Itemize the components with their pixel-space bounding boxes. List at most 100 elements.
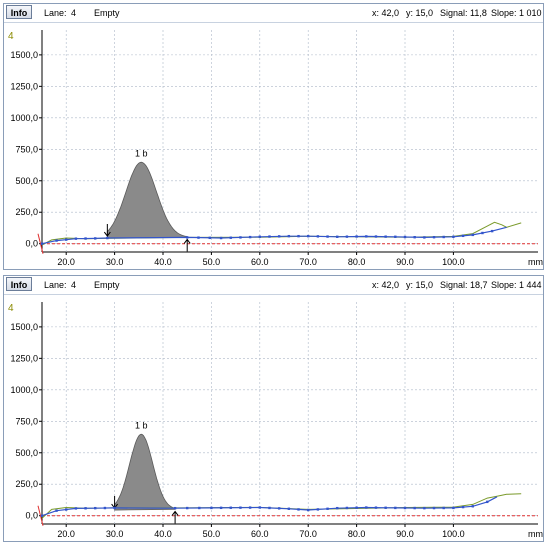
trace-marker bbox=[471, 505, 474, 508]
trace-marker bbox=[461, 505, 465, 509]
trace-marker bbox=[413, 236, 416, 239]
info-button[interactable]: Info bbox=[6, 5, 32, 19]
lane-value: 4 bbox=[71, 280, 77, 290]
trace-marker bbox=[173, 506, 177, 510]
densitometry-panel-top: Info Lane: 4 Empty x: 42,0 y: 15,0 Signa… bbox=[3, 3, 544, 270]
trace-marker bbox=[297, 508, 300, 511]
x-tick-label: 90.0 bbox=[396, 529, 414, 539]
trace-marker bbox=[248, 235, 252, 239]
peak-end-arrow bbox=[183, 238, 191, 252]
slope-readout: Slope: 1 010 bbox=[491, 8, 542, 18]
trace-marker bbox=[186, 506, 189, 510]
trace-marker bbox=[65, 238, 68, 241]
trace-marker bbox=[336, 506, 339, 510]
x-tick-label: 60.0 bbox=[251, 529, 269, 539]
lane-status: Empty bbox=[94, 8, 120, 18]
panel-header: Info Lane: 4 Empty x: 42,0 y: 15,0 Signa… bbox=[4, 4, 543, 23]
x-tick-label: 80.0 bbox=[348, 529, 366, 539]
trace-marker bbox=[374, 235, 378, 238]
trace-marker bbox=[345, 235, 349, 238]
trace-marker bbox=[208, 236, 211, 240]
trace-marker bbox=[106, 236, 109, 240]
x-axis-label: mm bbox=[528, 257, 543, 267]
trace-marker bbox=[239, 506, 242, 509]
trace-marker bbox=[40, 242, 44, 245]
slope-readout: Slope: 1 444 bbox=[491, 280, 542, 290]
y-tick-label: 1250,0 bbox=[10, 353, 38, 363]
peak-start-arrow bbox=[103, 224, 111, 237]
y-tick-label: 500,0 bbox=[15, 176, 38, 186]
densitogram-chart[interactable]: 4 0,0 250,0 500,0 750,0 1000,0 1250,0 1500,0 20.… bbox=[4, 22, 543, 269]
trace-marker bbox=[307, 508, 310, 512]
trace-marker bbox=[186, 236, 189, 239]
trace-marker bbox=[394, 506, 397, 510]
trace-marker bbox=[316, 508, 320, 511]
y-tick-label: 1500,0 bbox=[10, 322, 38, 332]
peak-end-arrow bbox=[171, 510, 179, 524]
lane-value: 4 bbox=[71, 8, 77, 18]
y-tick-label: 500,0 bbox=[15, 448, 38, 458]
trace-marker bbox=[229, 506, 232, 509]
info-button[interactable]: Info bbox=[6, 277, 32, 291]
densitogram-chart[interactable]: 4 0,0 250,0 500,0 750,0 1000,0 1250,0 1500,0 20.… bbox=[4, 294, 543, 541]
trace-marker bbox=[55, 239, 58, 242]
trace-marker bbox=[452, 235, 455, 238]
signal-readout: Signal: 11,8 bbox=[440, 8, 487, 18]
trace-marker bbox=[316, 235, 320, 238]
peak-area bbox=[114, 433, 176, 511]
trace-marker bbox=[326, 235, 329, 238]
trace-marker bbox=[229, 236, 232, 239]
x-tick-label: 40.0 bbox=[154, 529, 172, 539]
trace-marker bbox=[210, 506, 213, 510]
trace-marker bbox=[40, 514, 44, 517]
trace-marker bbox=[307, 234, 310, 238]
trace-marker bbox=[268, 235, 271, 238]
trace-marker bbox=[65, 508, 68, 511]
trace-marker bbox=[239, 236, 242, 239]
y-readout: y: 15,0 bbox=[406, 280, 434, 290]
trace-marker bbox=[297, 234, 300, 238]
trace-marker bbox=[258, 235, 261, 238]
trace-marker bbox=[94, 506, 97, 510]
trace-marker bbox=[103, 506, 107, 510]
densitometry-panel-bottom: Info Lane: 4 Empty x: 42,0 y: 15,0 Signa… bbox=[3, 275, 544, 542]
x-tick-label: 80.0 bbox=[348, 257, 366, 267]
trace-marker bbox=[113, 506, 116, 510]
trace-marker bbox=[219, 236, 223, 240]
y-tick-label: 1000,0 bbox=[10, 113, 38, 123]
trace-marker bbox=[287, 507, 291, 510]
x-tick-label: 70.0 bbox=[299, 257, 317, 267]
peak-label: 1 b bbox=[135, 149, 148, 159]
trace-marker bbox=[326, 507, 329, 510]
x-tick-label: 20.0 bbox=[57, 257, 75, 267]
y-tick-label: 1250,0 bbox=[10, 81, 38, 91]
trace-marker bbox=[55, 509, 58, 512]
trace-marker bbox=[94, 237, 97, 240]
trace-marker bbox=[403, 235, 407, 239]
x-readout: x: 42,0 bbox=[372, 8, 400, 18]
peak-label: 1 b bbox=[135, 421, 148, 431]
x-tick-label: 70.0 bbox=[299, 529, 317, 539]
trace-marker bbox=[413, 506, 416, 510]
y-tick-label: 750,0 bbox=[15, 144, 38, 154]
trace-marker bbox=[287, 234, 291, 238]
trace-marker bbox=[423, 236, 426, 239]
signal-readout: Signal: 18,7 bbox=[440, 280, 488, 290]
trace-marker bbox=[394, 235, 397, 238]
x-tick-label: 40.0 bbox=[154, 257, 172, 267]
x-tick-label: 100.0 bbox=[442, 257, 465, 267]
x-tick-label: 60.0 bbox=[251, 257, 269, 267]
y-readout: y: 15,0 bbox=[406, 8, 434, 18]
x-tick-label: 50.0 bbox=[203, 257, 221, 267]
trace-marker bbox=[219, 506, 223, 510]
x-readout: x: 42,0 bbox=[372, 280, 400, 290]
trace-marker bbox=[248, 506, 252, 509]
x-tick-label: 20.0 bbox=[57, 529, 75, 539]
trace-marker bbox=[452, 506, 455, 510]
x-tick-label: 50.0 bbox=[203, 529, 221, 539]
trace-marker bbox=[490, 229, 494, 233]
lane-badge: 4 bbox=[8, 303, 14, 314]
trace-marker bbox=[432, 506, 436, 510]
lane-label: Lane: bbox=[44, 8, 67, 18]
trace-marker bbox=[336, 235, 339, 238]
